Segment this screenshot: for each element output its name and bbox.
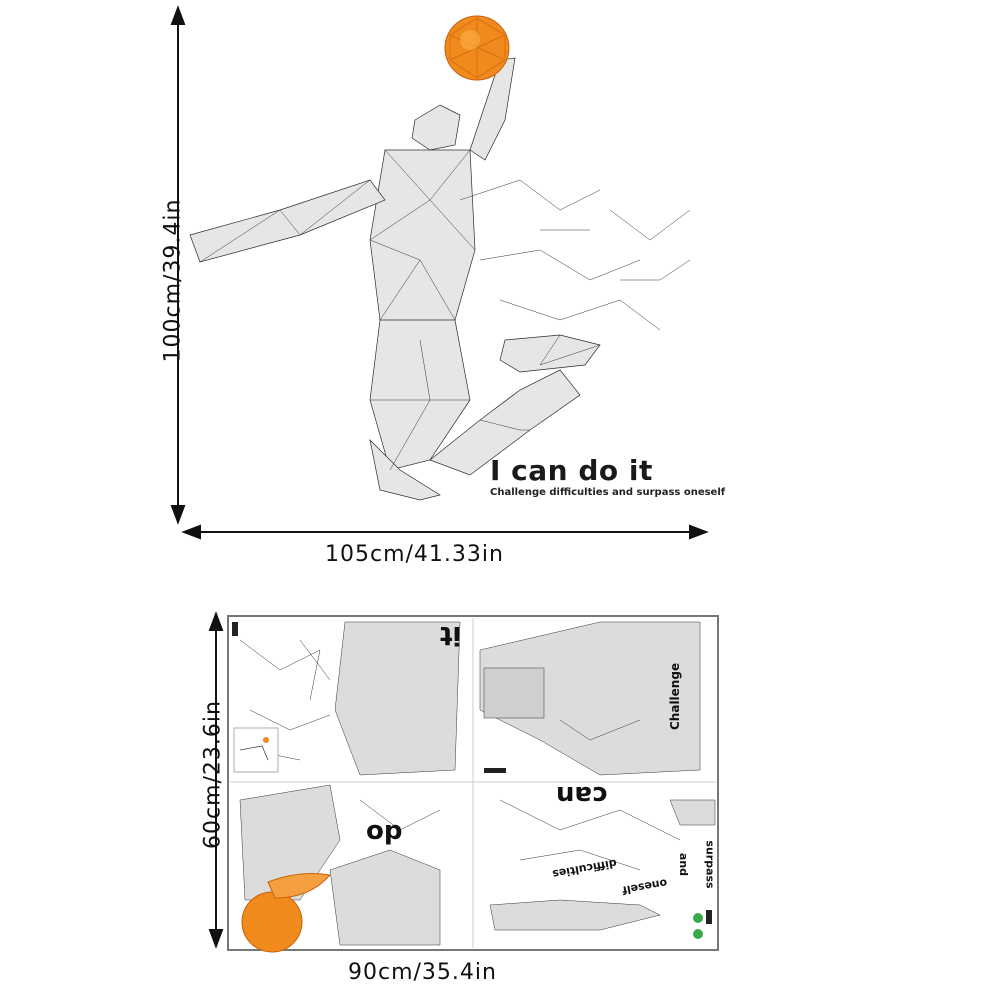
slogan-subtext: Challenge difficulties and surpass onese… — [490, 487, 726, 498]
sheet-preview-thumbnail — [233, 727, 279, 773]
fragment-it: it — [440, 620, 462, 650]
basketball-icon — [444, 15, 510, 81]
fragment-do: do — [366, 818, 403, 848]
fragment-can: can — [556, 780, 608, 810]
sheet-height-label: 60cm/23.6in — [200, 700, 226, 849]
fragment-and: and — [677, 852, 691, 877]
fragment-surpass: surpass — [703, 840, 717, 889]
sheet-mesh — [239, 621, 716, 946]
width-arrow — [181, 524, 709, 540]
top-dimension-drawing — [170, 5, 709, 540]
fragment-challenge: Challenge — [668, 662, 682, 730]
player-illustration — [189, 57, 601, 501]
height-label: 100cm/39.4in — [160, 198, 186, 363]
width-label: 105cm/41.33in — [325, 542, 504, 567]
sheet-height-arrow — [208, 611, 224, 949]
sheet-drawing — [208, 611, 719, 953]
slogan-text: I can do it — [490, 454, 653, 487]
sheet-width-label: 90cm/35.4in — [348, 960, 497, 985]
sheet-ball-fragments — [241, 873, 331, 953]
mesh-lines — [199, 149, 691, 471]
height-arrow — [170, 5, 186, 525]
sheet-markers — [232, 622, 712, 939]
